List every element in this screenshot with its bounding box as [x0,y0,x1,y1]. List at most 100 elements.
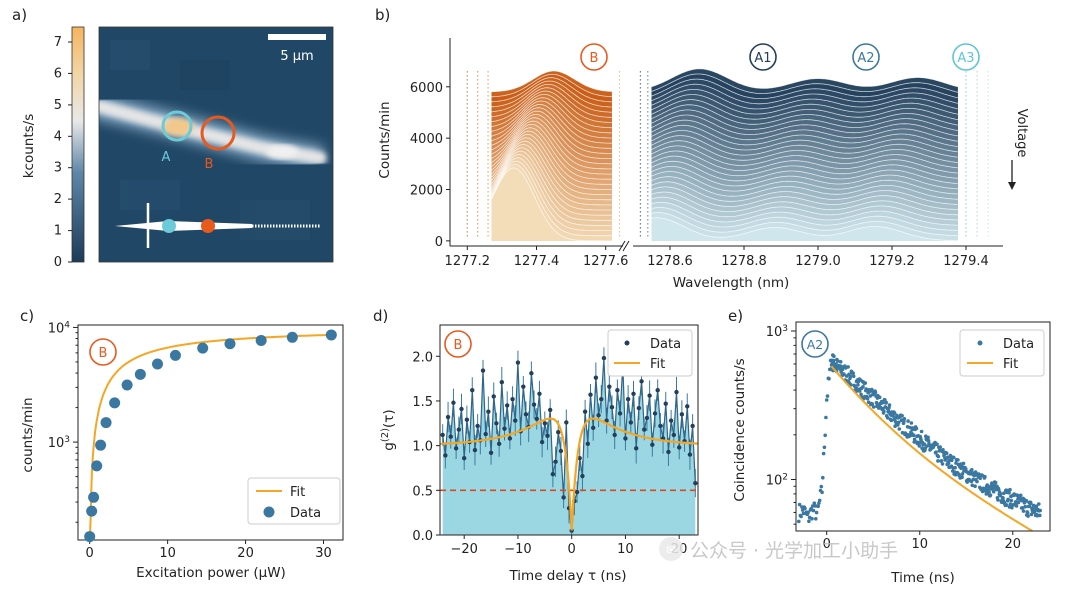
emitter-a-dot [162,219,176,233]
data-point [1026,514,1030,518]
data-point [491,394,496,399]
y-tick-label: 103 [48,435,70,451]
data-point [483,431,488,437]
data-point [938,445,942,449]
data-point [983,474,987,479]
data-point [975,479,979,484]
panel-e: e) Coincidence counts/s Time (ns) 0 10 20 1… [728,307,1051,586]
data-point [456,427,462,432]
legend-data: Data [290,506,321,521]
x-tick-label: 20 [237,546,254,561]
data-point [945,455,950,460]
data-point [797,502,802,507]
data-point [819,484,824,489]
data-point [593,375,599,380]
trace-fill [491,167,612,241]
y-tick-label: 0.5 [412,484,433,499]
svg-text:6: 6 [54,66,62,81]
colorbar-tick: 2 [54,192,72,207]
data-point [1016,500,1021,505]
data-point [545,433,550,439]
data-point [817,501,821,505]
data-point [644,415,650,421]
trace-line [491,110,612,154]
data-point [993,480,998,485]
trace-line [491,94,612,129]
emitter-b-marker [200,115,236,151]
colorbar-ticks: 0 1 2 3 4 5 6 7 [54,35,72,270]
data-point [88,491,100,503]
data-point [987,490,991,494]
data-point [981,489,985,494]
data-point [494,421,499,426]
data-point [823,433,827,438]
data-point [504,403,510,408]
colorbar-tick: 5 [54,98,72,113]
data-point [470,388,475,393]
colorbar [71,26,85,263]
trace-line [651,171,958,195]
data-point [84,531,96,543]
trace-line [651,207,958,231]
data-point [496,441,502,447]
data-point [636,405,642,411]
data-point [650,442,655,447]
data-point [663,401,668,406]
data-point [848,374,853,379]
data-point [880,400,885,405]
panel-d: d) g(2)(τ) Time delay τ (ns) −20−1001020… [373,307,699,584]
data-point [909,421,914,425]
data-point [169,349,181,361]
data-point [851,371,855,376]
data-point [448,434,453,439]
panel-c-xlabel: Excitation power (µW) [136,565,286,581]
x-tick-label: 1278.8 [721,254,767,269]
colorbar-tick: 0 [54,255,72,270]
data-point [911,433,916,438]
data-point [817,498,822,503]
data-point [582,409,588,414]
axis-break [622,240,630,252]
data-point [550,472,556,477]
data-point [109,397,121,409]
trace-line [651,176,958,200]
axis-break [618,240,626,252]
data-point [499,379,505,385]
data-point [866,400,871,405]
data-point [453,446,459,451]
data-point [988,493,993,498]
scale-bar-label: 5 µm [280,49,313,64]
trace-line [491,77,612,103]
panel-e-tag-circle [801,330,829,358]
data-point [1034,504,1039,509]
panel-e-frame [795,321,1051,532]
trace-line [651,99,958,121]
data-point [882,409,886,414]
data-point [531,402,537,407]
data-point [839,364,844,369]
data-point [856,383,860,387]
data-point [617,411,623,416]
panel-b-xlabel: Wavelength (nm) [673,275,790,291]
trace-line [651,166,958,190]
x-tick-label: 1277.4 [514,254,560,269]
data-point [814,517,818,521]
data-point [558,448,564,454]
panel-d-data [440,347,698,535]
svg-text:4: 4 [54,129,62,144]
y-tick-label: 1.5 [412,395,433,410]
data-point [642,427,647,432]
data-point [960,472,965,476]
data-point [639,379,644,384]
watermark: ✉ 公众号 · 光学加工小助手 [659,537,898,562]
legend-data: Data [650,337,681,352]
emitter-b-label: B [205,157,214,172]
trace-line [491,130,612,185]
data-point [940,462,945,466]
trace-line [491,150,612,216]
trace-line [651,109,958,131]
y-tick-label: 103 [766,324,788,340]
peak-label-b-circle [580,43,608,71]
x-tick-label: 0 [568,542,576,557]
data-point [936,459,940,463]
